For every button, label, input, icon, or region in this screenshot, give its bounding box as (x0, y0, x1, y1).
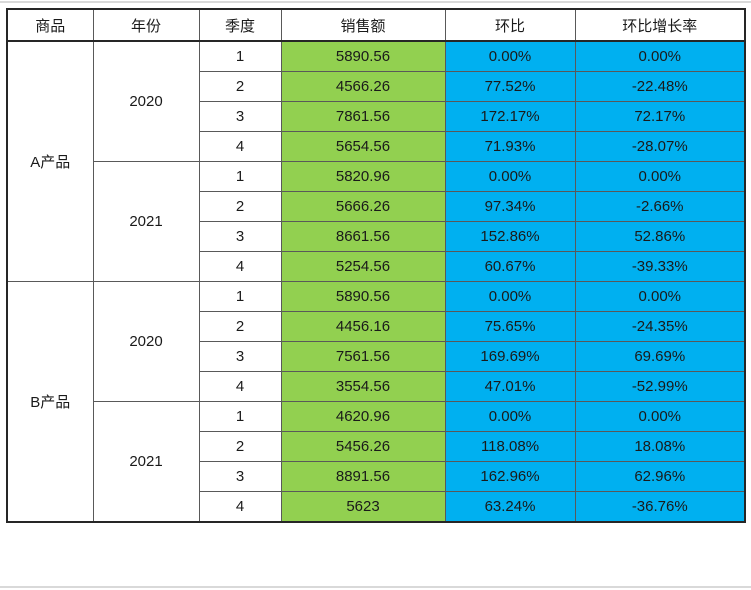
mom-cell: 0.00% (444, 401, 576, 432)
sales-cell: 4566.26 (280, 71, 446, 102)
col-header-product: 商品 (6, 8, 94, 42)
sales-cell: 5623 (280, 491, 446, 523)
mom-cell: 152.86% (444, 221, 576, 252)
mom-growth-cell: -2.66% (574, 191, 746, 222)
table-row: B产品 2020 1 5890.56 0.00% 0.00% (6, 281, 746, 523)
mom-growth-cell: 72.17% (574, 101, 746, 132)
quarter-cell: 4 (198, 371, 282, 402)
product-cell: A产品 (6, 40, 94, 282)
mom-cell: 60.67% (444, 251, 576, 282)
year-cell: 2020 (92, 40, 200, 162)
quarter-cell: 3 (198, 461, 282, 492)
table-row: 4 5623 63.24% -36.76% (7, 491, 746, 523)
sales-cell: 8661.56 (280, 221, 446, 252)
mom-cell: 71.93% (444, 131, 576, 162)
mom-cell: 169.69% (444, 341, 576, 372)
quarter-cell: 1 (198, 281, 282, 312)
quarter-cell: 3 (198, 221, 282, 252)
year-cell: 2021 (92, 161, 200, 282)
header-row: 商品 年份 季度 销售额 环比 环比增长率 (6, 8, 746, 42)
table-body: A产品 2020 1 5890.56 0.00% 0.00% 2 4566.26 77.52% -… (6, 40, 746, 523)
mom-cell: 118.08% (444, 431, 576, 462)
table-row: 4 5654.56 71.93% -28.07% (7, 131, 746, 162)
table-row: 3 7861.56 172.17% 72.17% (7, 101, 746, 132)
table-row: 2 5666.26 97.34% -2.66% (7, 191, 746, 222)
product-cell: B产品 (6, 281, 94, 523)
mom-growth-cell: 0.00% (574, 401, 746, 432)
col-header-mom: 环比 (444, 8, 576, 42)
quarter-cell: 2 (198, 191, 282, 222)
sales-cell: 4456.16 (280, 311, 446, 342)
quarter-cell: 1 (198, 161, 282, 192)
mom-cell: 0.00% (444, 161, 576, 192)
sales-table: 商品 年份 季度 销售额 环比 环比增长率 A产品 2020 1 5890.56 0.0… (6, 8, 746, 523)
quarter-cell: 1 (198, 401, 282, 432)
table-row: 2 4566.26 77.52% -22.48% (7, 71, 746, 102)
mom-cell: 162.96% (444, 461, 576, 492)
table-row: 4 5254.56 60.67% -39.33% (7, 251, 746, 282)
mom-cell: 0.00% (444, 40, 576, 72)
quarter-cell: 4 (198, 251, 282, 282)
quarter-cell: 1 (198, 40, 282, 72)
mom-cell: 77.52% (444, 71, 576, 102)
quarter-cell: 3 (198, 341, 282, 372)
sales-cell: 5456.26 (280, 431, 446, 462)
sales-cell: 7861.56 (280, 101, 446, 132)
sales-cell: 5820.96 (280, 161, 446, 192)
mom-growth-cell: -22.48% (574, 71, 746, 102)
quarter-cell: 2 (198, 431, 282, 462)
sales-cell: 4620.96 (280, 401, 446, 432)
quarter-cell: 4 (198, 491, 282, 523)
mom-cell: 63.24% (444, 491, 576, 523)
table-row: A产品 2020 1 5890.56 0.00% 0.00% (6, 40, 746, 282)
page-edge-top (0, 1, 751, 3)
table-row: 4 3554.56 47.01% -52.99% (7, 371, 746, 402)
quarter-cell: 3 (198, 101, 282, 132)
table-row: 3 8891.56 162.96% 62.96% (7, 461, 746, 492)
mom-cell: 75.65% (444, 311, 576, 342)
mom-cell: 0.00% (444, 281, 576, 312)
mom-growth-cell: -52.99% (574, 371, 746, 402)
sales-cell: 5890.56 (280, 281, 446, 312)
sales-cell: 7561.56 (280, 341, 446, 372)
col-header-sales: 销售额 (280, 8, 446, 42)
page-edge-bottom (0, 586, 751, 588)
mom-growth-cell: -28.07% (574, 131, 746, 162)
quarter-cell: 2 (198, 311, 282, 342)
col-header-year: 年份 (92, 8, 200, 42)
mom-growth-cell: 18.08% (574, 431, 746, 462)
quarter-cell: 2 (198, 71, 282, 102)
quarter-cell: 4 (198, 131, 282, 162)
mom-growth-cell: -36.76% (574, 491, 746, 523)
year-cell: 2020 (92, 281, 200, 402)
sales-cell: 5654.56 (280, 131, 446, 162)
mom-growth-cell: 0.00% (574, 161, 746, 192)
mom-growth-cell: 62.96% (574, 461, 746, 492)
col-header-quarter: 季度 (198, 8, 282, 42)
sales-cell: 8891.56 (280, 461, 446, 492)
mom-growth-cell: 52.86% (574, 221, 746, 252)
mom-growth-cell: 69.69% (574, 341, 746, 372)
table-row: 2 4456.16 75.65% -24.35% (7, 311, 746, 342)
sales-cell: 5890.56 (280, 40, 446, 72)
mom-growth-cell: -39.33% (574, 251, 746, 282)
mom-growth-cell: 0.00% (574, 281, 746, 312)
year-cell: 2021 (92, 401, 200, 523)
table-row: 2021 1 4620.96 0.00% 0.00% (7, 401, 746, 523)
mom-growth-cell: -24.35% (574, 311, 746, 342)
mom-cell: 47.01% (444, 371, 576, 402)
mom-cell: 97.34% (444, 191, 576, 222)
table-row: 3 8661.56 152.86% 52.86% (7, 221, 746, 252)
table-row: 2 5456.26 118.08% 18.08% (7, 431, 746, 462)
mom-growth-cell: 0.00% (574, 40, 746, 72)
table-row: 3 7561.56 169.69% 69.69% (7, 341, 746, 372)
col-header-mom-growth: 环比增长率 (574, 8, 746, 42)
sales-cell: 3554.56 (280, 371, 446, 402)
table-row: 2021 1 5820.96 0.00% 0.00% (7, 161, 746, 282)
sales-cell: 5254.56 (280, 251, 446, 282)
sales-cell: 5666.26 (280, 191, 446, 222)
mom-cell: 172.17% (444, 101, 576, 132)
